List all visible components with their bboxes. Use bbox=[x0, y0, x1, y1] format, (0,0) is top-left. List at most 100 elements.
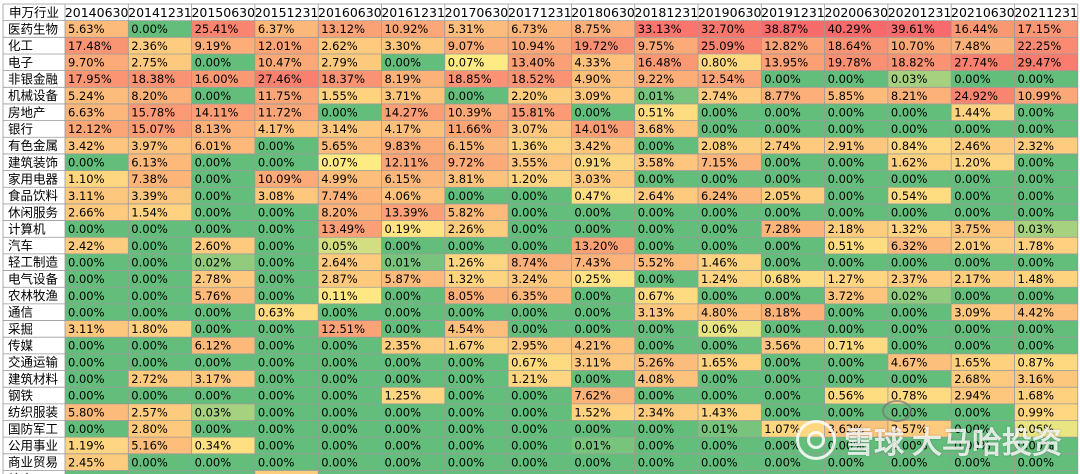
cell-value: 27.74% bbox=[954, 56, 998, 70]
row-label-cell bbox=[3, 53, 65, 71]
row-label: 轻工制造 bbox=[8, 255, 59, 270]
cell-value: 8.75% bbox=[574, 22, 611, 36]
heatmap-cell bbox=[381, 437, 445, 454]
cell-value: 7.62% bbox=[574, 389, 611, 403]
cell-value: 0.00% bbox=[321, 389, 358, 403]
row-label-cell bbox=[3, 203, 65, 221]
heatmap-cell bbox=[698, 287, 762, 304]
heatmap-cell bbox=[508, 70, 572, 88]
heatmap-cell bbox=[508, 120, 572, 138]
heatmap-cell bbox=[698, 453, 762, 471]
cell-value: 0.00% bbox=[385, 355, 422, 369]
heatmap-cell bbox=[381, 220, 445, 238]
heatmap-cell bbox=[381, 253, 445, 271]
cell-value: 7.28% bbox=[764, 222, 801, 236]
heatmap-cell bbox=[508, 387, 572, 404]
heatmap-cell bbox=[508, 470, 572, 474]
heatmap-cell bbox=[65, 53, 129, 71]
heatmap-cell bbox=[444, 87, 509, 104]
heatmap-cell bbox=[1014, 237, 1078, 254]
heatmap-cell bbox=[128, 70, 192, 88]
heatmap-cell bbox=[318, 153, 382, 171]
heatmap-cell bbox=[128, 187, 192, 204]
heatmap-cell bbox=[318, 370, 382, 388]
heatmap-cell bbox=[824, 287, 888, 304]
heatmap-cell bbox=[444, 270, 509, 288]
heatmap-cell bbox=[191, 370, 255, 388]
cell-value: 1.24% bbox=[701, 272, 738, 286]
heatmap-cell bbox=[571, 387, 635, 404]
cell-value: 0.68% bbox=[764, 272, 801, 286]
heatmap-cell bbox=[1014, 70, 1078, 88]
cell-value: 11.66% bbox=[448, 122, 492, 136]
heatmap-cell bbox=[1014, 20, 1078, 38]
cell-value: 0.00% bbox=[131, 22, 168, 36]
heatmap-cell bbox=[128, 220, 192, 238]
cell-value: 5.82% bbox=[448, 205, 485, 219]
heatmap-cell bbox=[824, 87, 888, 104]
cell-value: 0.00% bbox=[131, 305, 168, 319]
row-label-cell bbox=[3, 420, 65, 438]
cell-value: 0.00% bbox=[195, 222, 232, 236]
heatmap-cell bbox=[571, 320, 635, 338]
cell-value: 0.02% bbox=[891, 289, 928, 303]
cell-value: 0.00% bbox=[448, 422, 485, 436]
heatmap-cell bbox=[887, 87, 952, 104]
heatmap-cell bbox=[508, 370, 572, 388]
heatmap-cell bbox=[318, 337, 382, 354]
heatmap-cell bbox=[571, 103, 635, 121]
heatmap-cell bbox=[318, 70, 382, 88]
heatmap-cell bbox=[318, 320, 382, 338]
heatmap-cell bbox=[508, 53, 572, 71]
column-header: 20160630 bbox=[318, 5, 382, 20]
cell-value: 0.00% bbox=[511, 205, 548, 219]
heatmap-cell bbox=[951, 320, 1015, 338]
cell-value: 0.00% bbox=[701, 172, 738, 186]
cell-value: 2.35% bbox=[385, 339, 422, 353]
heatmap-cell bbox=[254, 20, 319, 38]
cell-value: 0.00% bbox=[511, 239, 548, 253]
heatmap-cell bbox=[634, 237, 698, 254]
heatmap-cell bbox=[698, 153, 762, 171]
row-label-cell bbox=[3, 320, 65, 338]
cell-value: 0.00% bbox=[68, 422, 105, 436]
cell-value: 0.00% bbox=[764, 122, 801, 136]
cell-value: 11.75% bbox=[258, 89, 302, 103]
heatmap-cell bbox=[318, 103, 382, 121]
cell-value: 0.00% bbox=[195, 172, 232, 186]
row-label-cell bbox=[3, 153, 65, 171]
heatmap-cell bbox=[761, 103, 825, 121]
cell-value: 0.01% bbox=[638, 89, 675, 103]
heatmap-cell bbox=[65, 137, 129, 154]
column-header: 20151231 bbox=[255, 5, 319, 20]
cell-value: 0.00% bbox=[954, 205, 991, 219]
heatmap-cell bbox=[508, 453, 572, 471]
cell-value: 1.67% bbox=[448, 339, 485, 353]
heatmap-cell bbox=[444, 70, 509, 88]
heatmap-cell bbox=[951, 187, 1015, 204]
cell-value: 0.00% bbox=[574, 205, 611, 219]
cell-value: 7.48% bbox=[954, 39, 991, 53]
cell-value: 0.00% bbox=[321, 339, 358, 353]
heatmap-cell bbox=[381, 237, 445, 254]
row-label: 通信 bbox=[8, 305, 33, 320]
cell-value: 2.72% bbox=[131, 372, 168, 386]
cell-value: 0.00% bbox=[828, 172, 865, 186]
heatmap-cell bbox=[254, 270, 319, 288]
cell-value: 0.00% bbox=[321, 105, 358, 119]
cell-value: 0.00% bbox=[701, 239, 738, 253]
heatmap-cell bbox=[191, 437, 255, 454]
heatmap-cell bbox=[444, 120, 509, 138]
heatmap-cell bbox=[887, 337, 952, 354]
heatmap-cell bbox=[128, 420, 192, 438]
heatmap-cell bbox=[1014, 253, 1078, 271]
heatmap-cell bbox=[254, 403, 319, 421]
heatmap-cell bbox=[444, 137, 509, 154]
cell-value: 0.00% bbox=[764, 172, 801, 186]
heatmap-cell bbox=[634, 137, 698, 154]
cell-value: 0.00% bbox=[131, 255, 168, 269]
heatmap-cell bbox=[508, 170, 572, 188]
heatmap-cell bbox=[381, 387, 445, 404]
heatmap-cell bbox=[824, 70, 888, 88]
cell-value: 0.00% bbox=[68, 389, 105, 403]
